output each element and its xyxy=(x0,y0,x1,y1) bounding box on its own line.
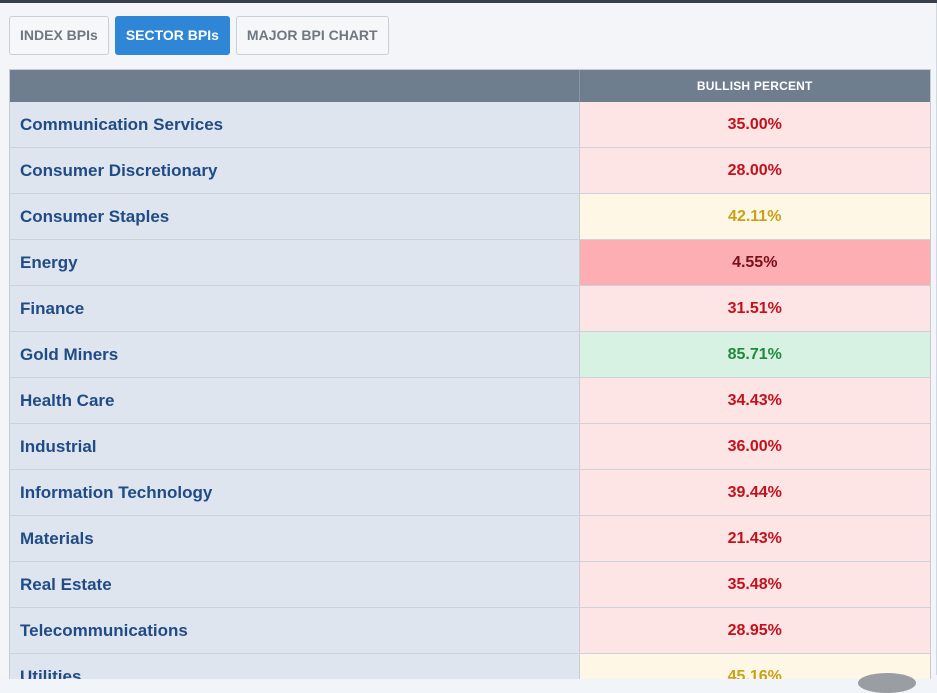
sector-name-cell: Communication Services xyxy=(10,102,580,148)
table-row[interactable]: Information Technology 39.44% xyxy=(10,469,930,516)
sector-name-link[interactable]: Consumer Staples xyxy=(20,206,170,226)
sector-name-cell: Finance xyxy=(10,285,580,332)
sector-name-cell: Materials xyxy=(10,515,580,562)
sector-name-link[interactable]: Real Estate xyxy=(20,574,112,594)
top-bar xyxy=(0,0,937,3)
sector-name-cell: Industrial xyxy=(10,423,580,470)
sector-name-cell: Consumer Discretionary xyxy=(10,147,580,194)
sector-name-cell: Telecommunications xyxy=(10,607,580,654)
sector-name-cell: Gold Miners xyxy=(10,331,580,378)
sector-name-cell: Consumer Staples xyxy=(10,193,580,240)
table-body: Communication Services 35.00% Consumer Dis… xyxy=(10,102,930,679)
bullish-percent-cell: 34.43% xyxy=(579,377,930,424)
table-row[interactable]: Industrial 36.00% xyxy=(10,423,930,470)
bullish-percent-cell: 36.00% xyxy=(579,423,930,470)
sector-name-cell: Energy xyxy=(10,239,580,286)
sector-name-link[interactable]: Consumer Discretionary xyxy=(20,160,218,180)
sector-name-link[interactable]: Utilities xyxy=(20,666,82,680)
bullish-percent-cell: 21.43% xyxy=(579,515,930,562)
table-row[interactable]: Telecommunications 28.95% xyxy=(10,607,930,654)
table-header-row: BULLISH PERCENT xyxy=(10,70,930,102)
tab-index-bpis[interactable]: INDEX BPIs xyxy=(9,16,109,55)
sector-name-link[interactable]: Energy xyxy=(20,252,78,272)
sector-name-cell: Real Estate xyxy=(10,561,580,608)
bullish-percent-column-header[interactable]: BULLISH PERCENT xyxy=(579,70,930,102)
table-row[interactable]: Communication Services 35.00% xyxy=(10,102,930,148)
bullish-percent-cell: 35.00% xyxy=(579,102,930,148)
bullish-percent-cell: 85.71% xyxy=(579,331,930,378)
bullish-percent-cell: 28.00% xyxy=(579,147,930,194)
table-row[interactable]: Real Estate 35.48% xyxy=(10,561,930,608)
tab-sector-bpis[interactable]: SECTOR BPIs xyxy=(114,16,230,55)
bullish-percent-cell: 4.55% xyxy=(579,239,930,286)
sector-name-link[interactable]: Finance xyxy=(20,298,85,318)
bullish-percent-cell: 39.44% xyxy=(579,469,930,516)
bullish-percent-cell: 28.95% xyxy=(579,607,930,654)
bullish-percent-cell: 42.11% xyxy=(579,193,930,240)
sector-name-link[interactable]: Health Care xyxy=(20,390,115,410)
sector-bpi-table-container[interactable]: BULLISH PERCENT Communication Services 35… xyxy=(9,69,931,679)
sector-name-cell: Health Care xyxy=(10,377,580,424)
tab-major-bpi-chart[interactable]: MAJOR BPI CHART xyxy=(235,16,389,55)
tab-bar: INDEX BPIs SECTOR BPIs MAJOR BPI CHART xyxy=(9,16,389,55)
sector-bpi-table: BULLISH PERCENT Communication Services 35… xyxy=(10,70,930,679)
sector-name-link[interactable]: Materials xyxy=(20,528,94,548)
sector-name-link[interactable]: Information Technology xyxy=(20,482,213,502)
bullish-percent-cell: 35.48% xyxy=(579,561,930,608)
bullish-percent-cell: 31.51% xyxy=(579,285,930,332)
bpi-panel: INDEX BPIs SECTOR BPIs MAJOR BPI CHART B… xyxy=(0,3,937,693)
sector-name-link[interactable]: Gold Miners xyxy=(20,344,119,364)
sector-column-header xyxy=(10,70,580,102)
table-row[interactable]: Energy 4.55% xyxy=(10,239,930,286)
table-row[interactable]: Health Care 34.43% xyxy=(10,377,930,424)
sector-name-link[interactable]: Industrial xyxy=(20,436,97,456)
table-row[interactable]: Gold Miners 85.71% xyxy=(10,331,930,378)
scroll-handle[interactable] xyxy=(858,673,916,693)
table-row[interactable]: Materials 21.43% xyxy=(10,515,930,562)
table-row[interactable]: Finance 31.51% xyxy=(10,285,930,332)
table-row[interactable]: Consumer Discretionary 28.00% xyxy=(10,147,930,194)
sector-name-link[interactable]: Communication Services xyxy=(20,114,224,134)
table-row[interactable]: Utilities 45.16% xyxy=(10,653,930,680)
table-row[interactable]: Consumer Staples 42.11% xyxy=(10,193,930,240)
sector-name-cell: Utilities xyxy=(10,653,580,680)
sector-name-link[interactable]: Telecommunications xyxy=(20,620,188,640)
sector-name-cell: Information Technology xyxy=(10,469,580,516)
